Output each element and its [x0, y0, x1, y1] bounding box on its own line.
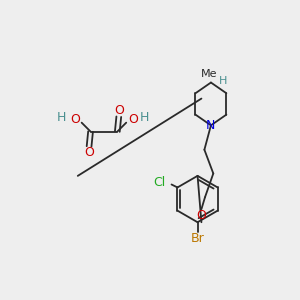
Text: N: N — [206, 119, 216, 132]
Text: Cl: Cl — [153, 176, 165, 189]
Text: O: O — [114, 104, 124, 117]
Text: O: O — [128, 112, 138, 126]
Text: O: O — [70, 112, 80, 126]
Text: Br: Br — [191, 232, 204, 245]
Text: Me: Me — [201, 69, 218, 79]
Text: O: O — [196, 209, 206, 222]
Text: H: H — [57, 111, 66, 124]
Text: H: H — [219, 76, 228, 86]
Text: O: O — [84, 146, 94, 160]
Text: H: H — [140, 111, 149, 124]
